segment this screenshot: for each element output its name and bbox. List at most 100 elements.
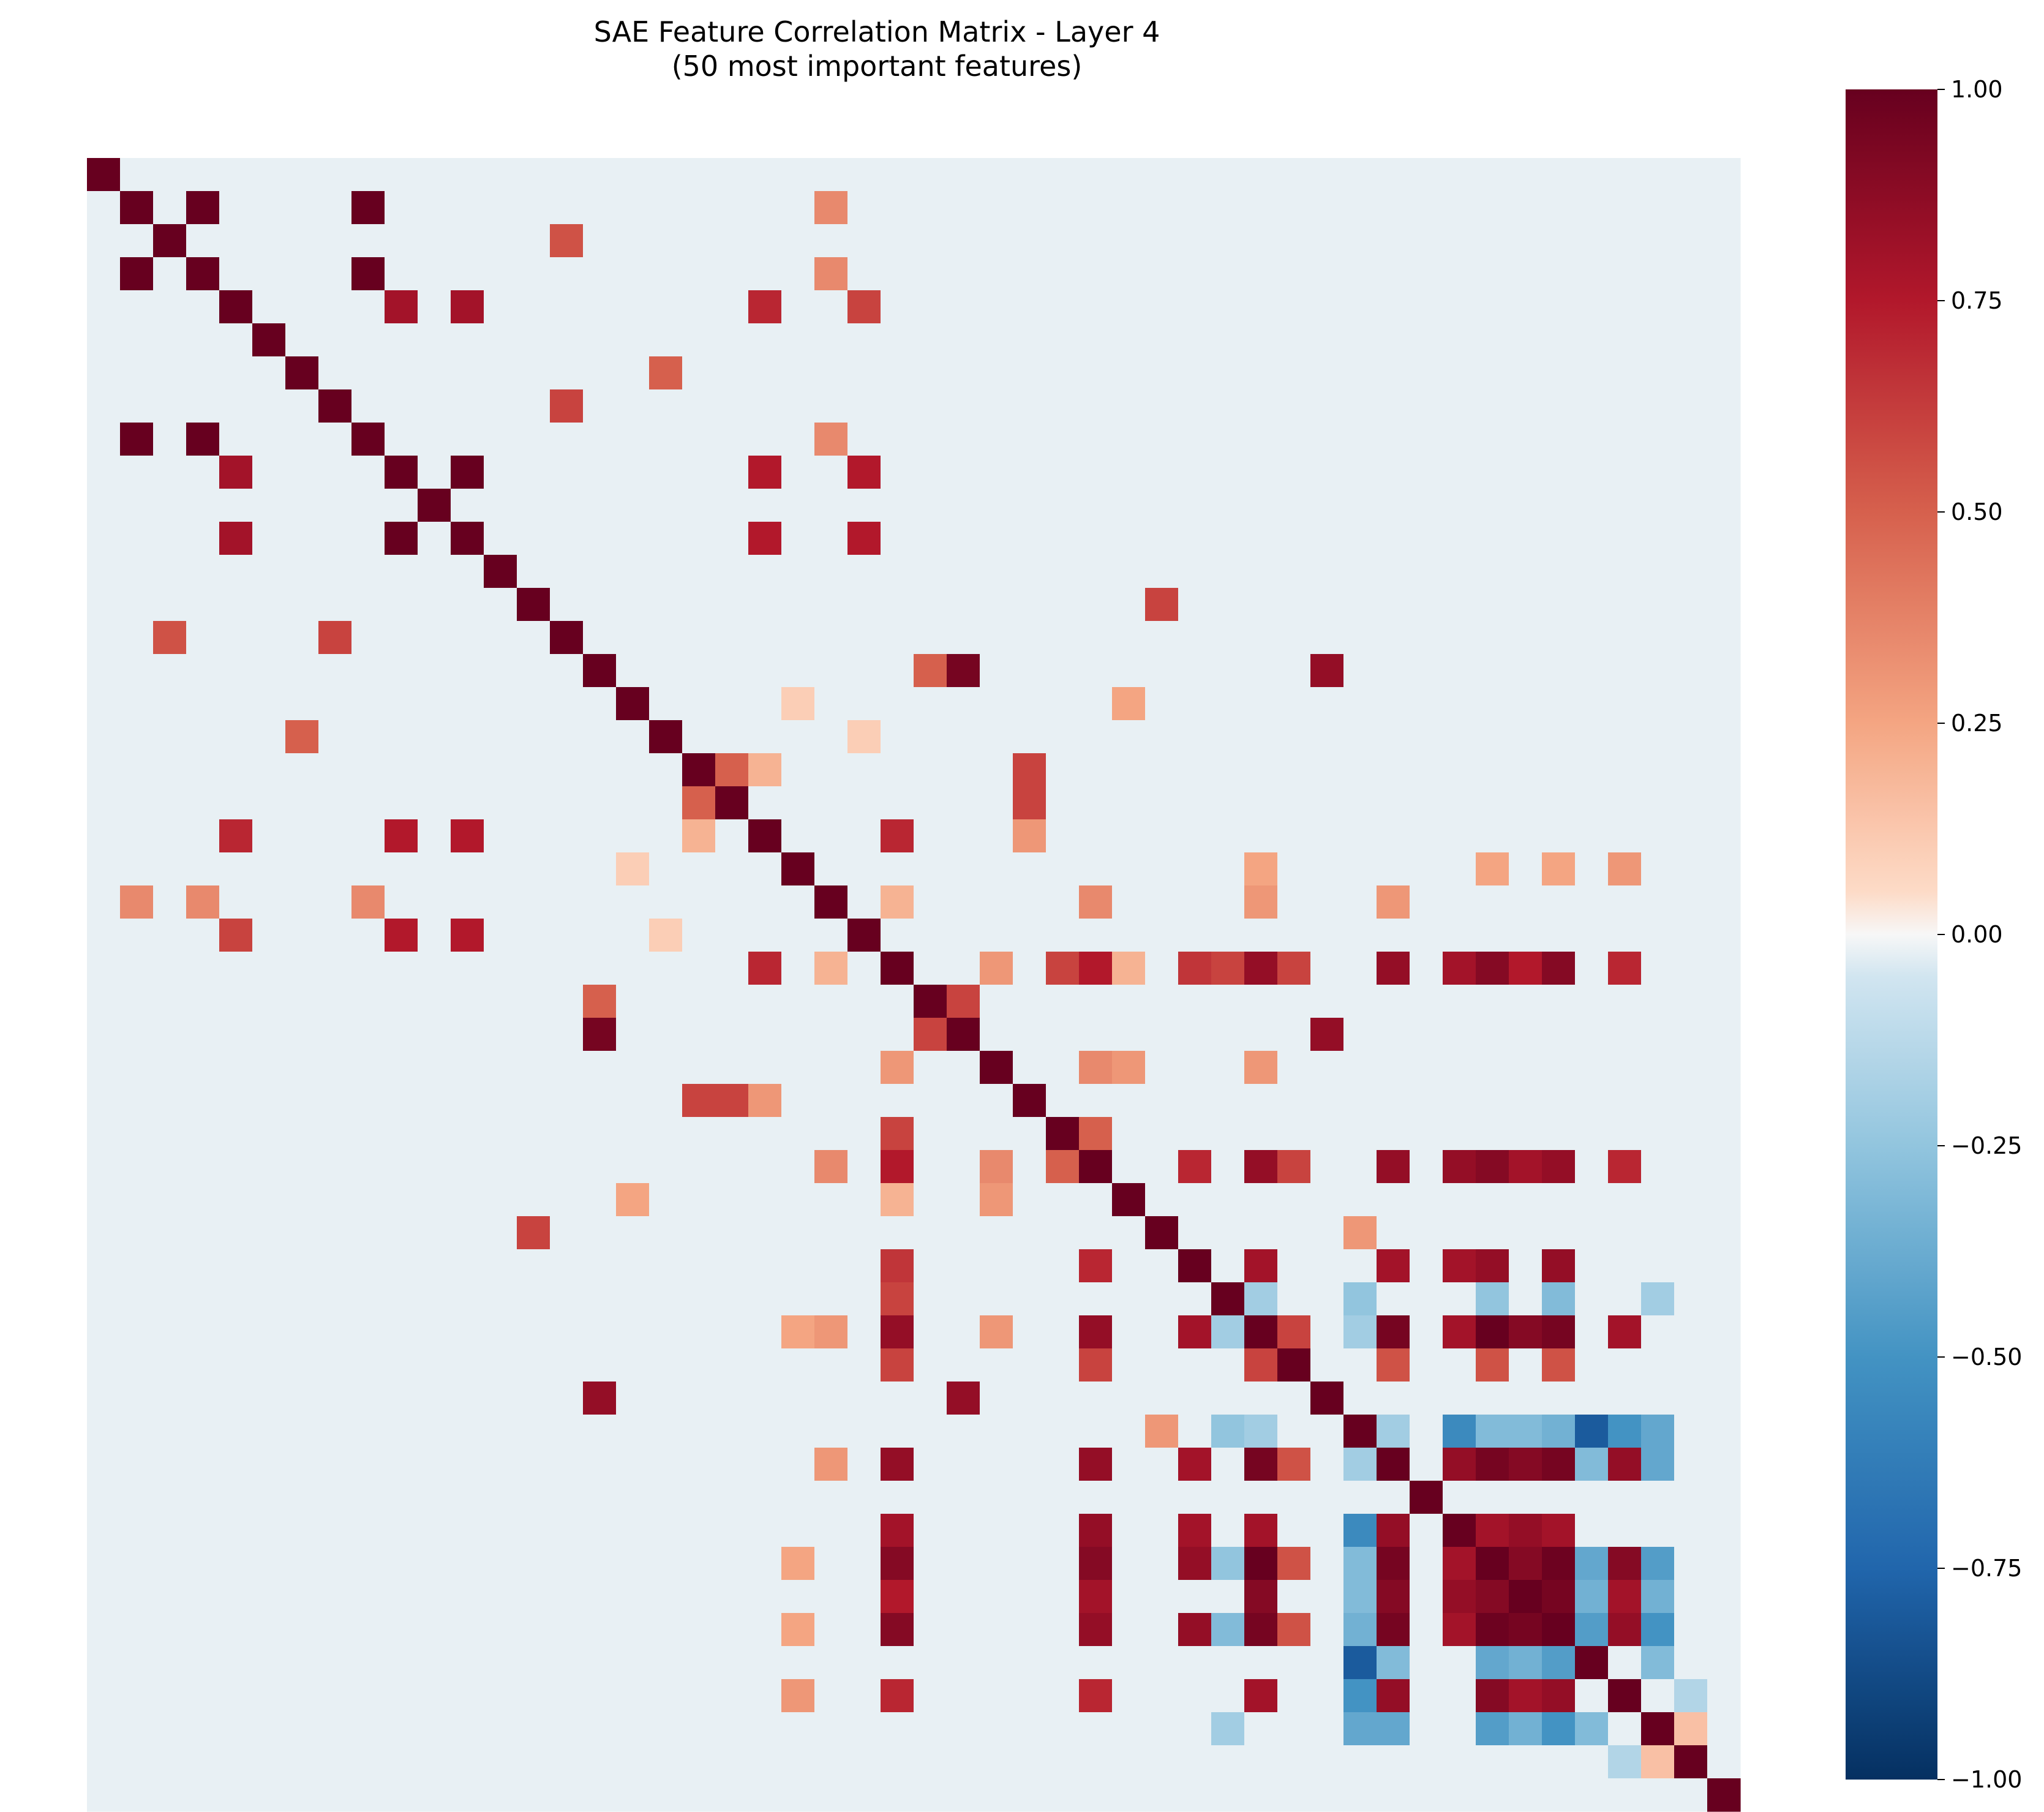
heatmap-cell	[484, 1778, 517, 1812]
heatmap-cell	[1542, 1646, 1576, 1680]
heatmap-cell	[318, 158, 352, 192]
heatmap-cell	[1608, 1613, 1642, 1647]
heatmap-cell	[1145, 290, 1179, 324]
heatmap-cell	[153, 1778, 187, 1812]
heatmap-cell	[1575, 852, 1609, 886]
heatmap-cell	[1641, 1150, 1675, 1184]
heatmap-cell	[550, 224, 584, 258]
heatmap-cell	[583, 1415, 617, 1448]
heatmap-cell	[1277, 1382, 1311, 1415]
heatmap-cell	[120, 1018, 154, 1051]
heatmap-cell	[1509, 621, 1542, 655]
heatmap-cell	[583, 1613, 617, 1647]
heatmap-cell	[550, 1679, 584, 1713]
heatmap-cell	[1145, 1778, 1179, 1812]
heatmap-cell	[1046, 1613, 1080, 1647]
heatmap-cell	[1707, 158, 1741, 192]
heatmap-cell	[1410, 819, 1443, 853]
heatmap-cell	[814, 1117, 848, 1151]
heatmap-cell	[1343, 1448, 1377, 1481]
heatmap-cell	[87, 985, 121, 1018]
heatmap-cell	[1277, 1613, 1311, 1647]
heatmap-cell	[1641, 1712, 1675, 1746]
heatmap-cell	[285, 356, 319, 390]
heatmap-cell	[1443, 786, 1476, 820]
heatmap-cell	[1079, 588, 1113, 622]
heatmap-cell	[385, 1183, 418, 1217]
heatmap-cell	[120, 389, 154, 423]
heatmap-cell	[1145, 1150, 1179, 1184]
heatmap-cell	[1509, 1481, 1542, 1514]
heatmap-cell	[120, 1249, 154, 1283]
heatmap-cell	[847, 588, 881, 622]
heatmap-cell	[715, 1613, 749, 1647]
heatmap-cell	[385, 1018, 418, 1051]
heatmap-cell	[318, 1315, 352, 1349]
heatmap-cell	[1211, 456, 1245, 489]
heatmap-cell	[1410, 356, 1443, 390]
heatmap-cell	[914, 1481, 947, 1514]
heatmap-cell	[1542, 1448, 1576, 1481]
heatmap-cell	[748, 588, 782, 622]
heatmap-cell	[153, 1745, 187, 1779]
heatmap-cell	[881, 621, 914, 655]
heatmap-cell	[583, 753, 617, 787]
heatmap-cell	[1443, 1679, 1476, 1713]
heatmap-cell	[418, 1018, 451, 1051]
heatmap-cell	[1542, 852, 1576, 886]
heatmap-cell	[1674, 1580, 1708, 1614]
heatmap-cell	[252, 323, 286, 357]
heatmap-cell	[1145, 1712, 1179, 1746]
heatmap-cell	[748, 1514, 782, 1547]
heatmap-cell	[1178, 1646, 1212, 1680]
heatmap-cell	[484, 191, 517, 225]
heatmap-cell	[1079, 1348, 1113, 1382]
heatmap-cell	[1046, 389, 1080, 423]
heatmap-cell	[1079, 753, 1113, 787]
heatmap-cell	[1145, 1216, 1179, 1250]
heatmap-cell	[1211, 389, 1245, 423]
heatmap-cell	[847, 852, 881, 886]
heatmap-cell	[649, 1249, 683, 1283]
heatmap-cell	[87, 852, 121, 886]
heatmap-cell	[1674, 1315, 1708, 1349]
heatmap-cell	[1608, 687, 1642, 721]
heatmap-cell	[1211, 1018, 1245, 1051]
heatmap-cell	[1410, 753, 1443, 787]
heatmap-cell	[947, 522, 980, 555]
heatmap-cell	[682, 687, 716, 721]
heatmap-cell	[120, 621, 154, 655]
heatmap-cell	[1476, 1415, 1509, 1448]
heatmap-cell	[1674, 1051, 1708, 1085]
heatmap-cell	[781, 323, 815, 357]
heatmap-cell	[285, 522, 319, 555]
heatmap-cell	[748, 1315, 782, 1349]
heatmap-cell	[484, 356, 517, 390]
heatmap-cell	[1410, 1249, 1443, 1283]
heatmap-cell	[1410, 786, 1443, 820]
heatmap-cell	[980, 786, 1013, 820]
heatmap-cell	[1575, 257, 1609, 291]
heatmap-cell	[153, 819, 187, 853]
heatmap-cell	[980, 1216, 1013, 1250]
heatmap-cell	[318, 1481, 352, 1514]
heatmap-cell	[1476, 1481, 1509, 1514]
heatmap-cell	[847, 1712, 881, 1746]
heatmap-cell	[748, 290, 782, 324]
heatmap-cell	[1145, 1117, 1179, 1151]
heatmap-cell	[219, 1084, 253, 1118]
heatmap-cell	[1178, 456, 1212, 489]
heatmap-cell	[285, 819, 319, 853]
heatmap-cell	[318, 654, 352, 688]
heatmap-cell	[252, 1018, 286, 1051]
heatmap-cell	[1343, 919, 1377, 952]
heatmap-cell	[1707, 356, 1741, 390]
heatmap-cell	[881, 224, 914, 258]
heatmap-cell	[1575, 985, 1609, 1018]
heatmap-cell	[1542, 720, 1576, 754]
heatmap-cell	[583, 555, 617, 588]
heatmap-cell	[914, 819, 947, 853]
heatmap-cell	[1509, 1084, 1542, 1118]
heatmap-cell	[1343, 1679, 1377, 1713]
heatmap-cell	[219, 687, 253, 721]
